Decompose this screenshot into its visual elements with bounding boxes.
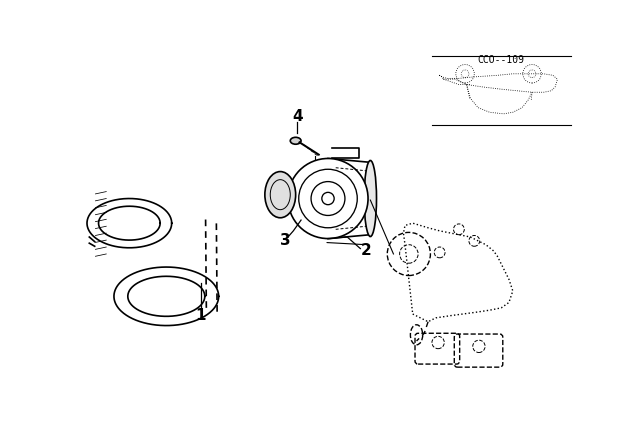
Text: 2: 2: [361, 243, 372, 258]
Circle shape: [311, 181, 345, 215]
Text: 1: 1: [196, 308, 206, 323]
Text: 3: 3: [280, 233, 290, 248]
Circle shape: [299, 169, 357, 228]
Circle shape: [322, 192, 334, 205]
Text: 4: 4: [292, 108, 303, 124]
Ellipse shape: [265, 172, 296, 218]
Ellipse shape: [270, 180, 291, 210]
Circle shape: [288, 159, 368, 238]
Ellipse shape: [364, 160, 376, 237]
Ellipse shape: [291, 137, 301, 144]
Text: CCO--109: CCO--109: [477, 55, 525, 65]
